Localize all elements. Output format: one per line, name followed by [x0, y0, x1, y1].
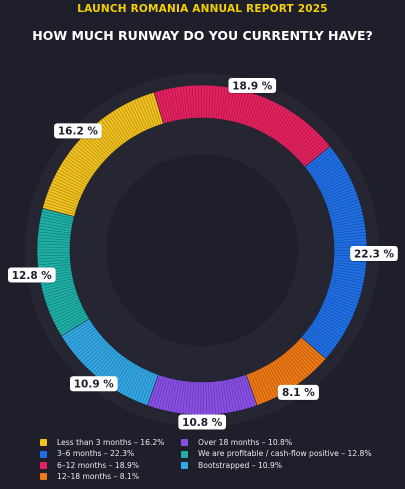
data-label-box — [54, 123, 102, 139]
slice-data-label: 16.2 % — [54, 123, 102, 139]
data-label-text: 10.9 % — [74, 379, 115, 391]
chart-title: HOW MUCH RUNWAY DO YOU CURRENTLY HAVE? — [32, 28, 373, 43]
legend-item: 3–6 months – 22.3% — [40, 448, 181, 459]
slice-data-label: 22.3 % — [350, 246, 398, 261]
slice-texture — [62, 320, 157, 405]
legend-swatch — [40, 439, 47, 447]
slice-data-label: 10.9 % — [70, 376, 118, 392]
slice-texture — [302, 148, 368, 357]
slice-data-label: 10.8 % — [178, 414, 226, 430]
slice-texture — [149, 375, 255, 416]
data-label-box — [8, 267, 56, 283]
slice-data-label: 8.1 % — [277, 384, 319, 400]
slice-texture — [248, 338, 325, 405]
legend-swatch — [181, 462, 188, 470]
slice-texture — [43, 93, 162, 215]
data-label-text: 8.1 % — [282, 387, 315, 399]
data-label-text: 12.8 % — [12, 270, 53, 282]
data-label-text: 16.2 % — [58, 126, 99, 138]
chart-legend: Less than 3 months – 16.2% Over 18 months… — [40, 437, 400, 483]
legend-label: 12–18 months – 8.1% — [57, 472, 140, 482]
data-label-box — [178, 414, 226, 430]
data-label-text: 10.8 % — [182, 417, 223, 429]
data-label-text: 22.3 % — [354, 248, 395, 260]
legend-swatch — [40, 473, 47, 481]
legend-swatch — [181, 439, 188, 447]
legend-swatch — [40, 462, 47, 470]
legend-swatch — [181, 450, 188, 458]
data-label-box — [277, 384, 319, 400]
legend-label: We are profitable / cash-flow positive –… — [198, 449, 372, 459]
donut-hole — [106, 154, 298, 346]
slice-data-label: 18.9 % — [228, 78, 277, 93]
legend-item: 12–18 months – 8.1% — [40, 471, 181, 482]
legend-item: Bootstrapped – 10.9% — [181, 460, 391, 471]
slice-texture — [156, 84, 329, 166]
legend-item — [181, 471, 391, 482]
legend-label: 6–12 months – 18.9% — [57, 460, 140, 470]
legend-swatch — [40, 450, 47, 458]
data-label-box — [350, 246, 398, 261]
legend-item: Over 18 months – 10.8% — [181, 437, 391, 448]
donut-slice — [42, 91, 164, 217]
slice-texture — [36, 210, 89, 334]
legend-label: Bootstrapped – 10.9% — [198, 460, 283, 470]
data-label-text: 18.9 % — [232, 80, 273, 92]
legend-label: Over 18 months – 10.8% — [198, 438, 293, 447]
legend-item: We are profitable / cash-flow positive –… — [181, 448, 391, 459]
slice-data-label: 12.8 % — [8, 267, 56, 283]
report-title: LAUNCH ROMANIA ANNUAL REPORT 2025 — [77, 3, 328, 15]
data-label-box — [228, 78, 277, 93]
legend-item: Less than 3 months – 16.2% — [40, 437, 181, 448]
data-label-box — [70, 376, 118, 392]
legend-label: 3–6 months – 22.3% — [57, 449, 135, 459]
legend-item: 6–12 months – 18.9% — [40, 460, 181, 471]
legend-label: Less than 3 months – 16.2% — [57, 438, 165, 447]
